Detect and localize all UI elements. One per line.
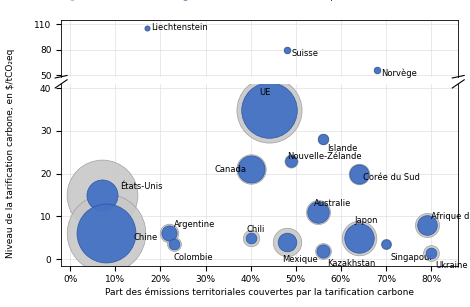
Legend: Emissions territoriales, Emissions territoriales couvertes par la tarification c: Emissions territoriales, Emissions terri… [61,0,439,4]
Text: Nouvelle-Zélande: Nouvelle-Zélande [287,152,361,161]
Point [373,68,381,72]
Text: Canada: Canada [214,165,246,174]
Point [283,239,290,244]
Text: Liechtenstein: Liechtenstein [151,23,208,32]
Point [314,210,322,215]
Text: Chili: Chili [246,225,265,234]
Point [102,231,110,236]
Point [382,242,390,247]
Point [319,137,327,142]
Point [247,235,254,240]
Text: Norvège: Norvège [382,68,417,78]
Point [98,192,105,197]
Text: Niveau de la tarification carbone, en $/tCO₂eq: Niveau de la tarification carbone, en $/… [6,49,15,258]
Text: États-Unis: États-Unis [120,182,162,191]
Point [143,25,150,30]
Point [427,250,435,255]
Point [288,158,295,163]
Point [170,242,178,247]
Point [165,231,173,236]
Point [355,171,363,176]
Text: Kazakhstan: Kazakhstan [328,259,376,268]
Point [265,107,273,112]
Point [423,223,431,227]
Point [165,231,173,236]
Point [247,167,254,172]
Text: Suisse: Suisse [291,49,318,58]
Point [355,235,363,240]
Point [355,171,363,176]
Text: Argentine: Argentine [174,220,215,229]
Text: Afrique du Sud: Afrique du Sud [431,212,470,221]
Text: Ukraine: Ukraine [436,261,468,270]
Point [247,167,254,172]
Point [247,235,254,240]
Point [265,107,273,112]
Text: Singapour: Singapour [391,252,433,262]
Point [102,231,110,236]
Point [319,137,327,142]
Point [373,68,381,72]
Point [98,192,105,197]
Point [319,248,327,253]
Point [382,242,390,247]
Text: Islande: Islande [328,143,358,153]
Point [355,235,363,240]
Point [170,242,178,247]
Text: Colombie: Colombie [174,252,213,262]
Text: Mexique: Mexique [282,255,318,264]
Point [427,250,435,255]
Point [314,210,322,215]
Point [319,248,327,253]
Text: Corée du Sud: Corée du Sud [363,173,420,182]
Point [288,158,295,163]
Point [283,47,290,52]
Point [143,25,150,30]
Text: UE: UE [259,88,271,97]
Text: Australie: Australie [314,199,351,208]
Text: Chine: Chine [133,233,157,242]
Point [283,239,290,244]
Point [423,223,431,227]
X-axis label: Part des émissions territoriales couvertes par la tarification carbone: Part des émissions territoriales couvert… [105,287,414,297]
Text: Japon: Japon [354,216,378,225]
Point [283,47,290,52]
